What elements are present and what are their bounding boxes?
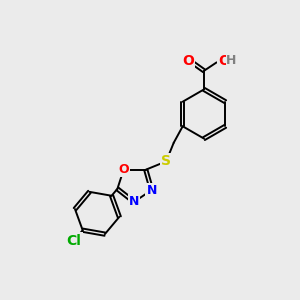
Text: H: H <box>226 53 237 67</box>
Text: S: S <box>161 154 171 168</box>
Text: O: O <box>218 54 230 68</box>
Text: N: N <box>129 195 139 208</box>
Text: O: O <box>118 163 129 176</box>
Text: N: N <box>146 184 157 196</box>
Text: Cl: Cl <box>67 234 81 248</box>
Text: O: O <box>182 54 194 68</box>
